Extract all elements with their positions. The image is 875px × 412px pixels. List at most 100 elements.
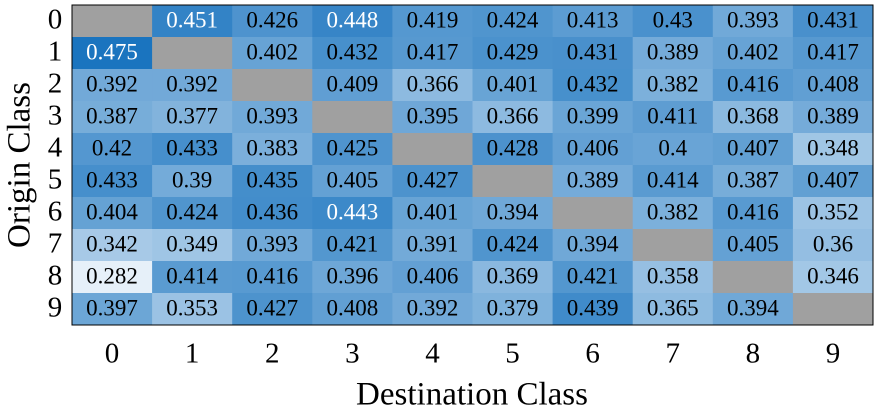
y-tick-label: 4 xyxy=(48,132,63,164)
cell-label: 0.382 xyxy=(647,71,699,96)
cell-label: 0.402 xyxy=(246,39,298,64)
cell xyxy=(72,133,153,166)
cell xyxy=(792,229,874,262)
cell xyxy=(312,261,393,294)
cell-label: 0.432 xyxy=(567,71,619,96)
empty-cell xyxy=(152,37,233,70)
cell xyxy=(472,133,554,166)
cell-label: 0.43 xyxy=(653,7,693,32)
cell xyxy=(392,69,473,102)
y-tick-label: 0 xyxy=(48,4,63,36)
cell xyxy=(312,197,393,230)
cell xyxy=(552,5,634,38)
cell xyxy=(552,261,634,294)
cell xyxy=(632,165,714,198)
cell xyxy=(152,197,233,230)
cell-label: 0.424 xyxy=(166,199,218,224)
y-tick-label: 8 xyxy=(48,260,63,292)
y-tick-label: 6 xyxy=(48,196,63,228)
cell-label: 0.4 xyxy=(658,135,687,160)
y-tick-label: 7 xyxy=(48,228,63,260)
empty-cell xyxy=(792,293,874,326)
cell-label: 0.39 xyxy=(172,167,212,192)
cell-label: 0.424 xyxy=(487,7,539,32)
cell xyxy=(712,133,794,166)
plot-frame xyxy=(71,4,874,326)
cell xyxy=(232,37,313,70)
cell-label: 0.365 xyxy=(647,295,699,320)
y-tick-label: 2 xyxy=(48,68,63,100)
x-tick-label: 4 xyxy=(425,338,440,370)
cell-label: 0.405 xyxy=(326,167,378,192)
cell xyxy=(152,293,233,326)
cell-label: 0.405 xyxy=(727,231,779,256)
cell-label: 0.451 xyxy=(166,7,218,32)
cell xyxy=(552,37,634,70)
cell xyxy=(632,101,714,134)
cell xyxy=(72,229,153,262)
empty-cell xyxy=(472,165,554,198)
cell xyxy=(232,101,313,134)
cell xyxy=(312,5,393,38)
cell-label: 0.392 xyxy=(407,295,459,320)
cell xyxy=(312,165,393,198)
cell-label: 0.448 xyxy=(326,7,378,32)
cell-label: 0.369 xyxy=(487,263,539,288)
cell xyxy=(472,5,554,38)
cell xyxy=(152,165,233,198)
cell xyxy=(72,293,153,326)
cell xyxy=(312,293,393,326)
cell xyxy=(232,229,313,262)
cell-label: 0.431 xyxy=(567,39,619,64)
cell-label: 0.426 xyxy=(246,7,298,32)
cell-label: 0.439 xyxy=(567,295,619,320)
cell-label: 0.419 xyxy=(407,7,459,32)
cell xyxy=(232,165,313,198)
cell xyxy=(312,37,393,70)
x-tick-label: 1 xyxy=(185,338,200,370)
cell xyxy=(72,101,153,134)
cell-label: 0.407 xyxy=(727,135,779,160)
cell-label: 0.393 xyxy=(246,103,298,128)
cell-label: 0.389 xyxy=(567,167,619,192)
empty-cell xyxy=(712,261,794,294)
empty-cell xyxy=(552,197,634,230)
y-axis-label: Origin Class xyxy=(2,82,38,248)
cell xyxy=(792,197,874,230)
cell-label: 0.409 xyxy=(326,71,378,96)
cell xyxy=(712,229,794,262)
y-tick-label: 3 xyxy=(48,100,63,132)
cell-label: 0.406 xyxy=(407,263,459,288)
cell xyxy=(632,293,714,326)
x-tick-label: 0 xyxy=(105,338,120,370)
cell-label: 0.394 xyxy=(567,231,619,256)
cell xyxy=(392,261,473,294)
cell-label: 0.349 xyxy=(166,231,218,256)
cell xyxy=(232,133,313,166)
cell-label: 0.392 xyxy=(86,71,138,96)
cell-label: 0.435 xyxy=(246,167,298,192)
cell-label: 0.417 xyxy=(807,39,859,64)
cell-label: 0.401 xyxy=(407,199,459,224)
cell-label: 0.392 xyxy=(166,71,218,96)
cell-label: 0.394 xyxy=(487,199,539,224)
cell xyxy=(712,293,794,326)
y-tick-label: 5 xyxy=(48,164,63,196)
cell xyxy=(552,69,634,102)
cell xyxy=(712,197,794,230)
cell-label: 0.397 xyxy=(86,295,138,320)
cell xyxy=(472,229,554,262)
cell-label: 0.36 xyxy=(813,231,853,256)
cell-label: 0.389 xyxy=(807,103,859,128)
cell xyxy=(152,101,233,134)
cell-label: 0.427 xyxy=(246,295,298,320)
cell-label: 0.421 xyxy=(326,231,378,256)
cell-label: 0.408 xyxy=(807,71,859,96)
cell-label: 0.399 xyxy=(567,103,619,128)
empty-cell xyxy=(312,101,393,134)
cell-label: 0.425 xyxy=(326,135,378,160)
cell-label: 0.413 xyxy=(567,7,619,32)
cell-label: 0.379 xyxy=(487,295,539,320)
cell-label: 0.428 xyxy=(487,135,539,160)
